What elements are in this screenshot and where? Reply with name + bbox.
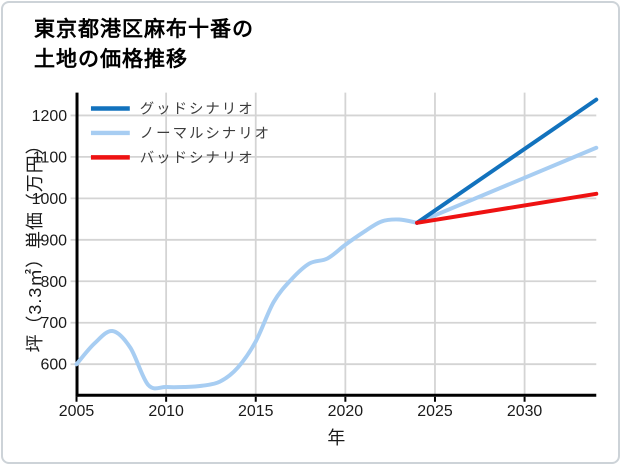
chart-title-line2: 土地の価格推移 [34, 48, 188, 71]
x-tick-label-2020: 2020 [328, 403, 364, 420]
history-line [74, 217, 420, 391]
y-tick-label-700: 700 [40, 315, 67, 332]
y-tick-label-900: 900 [40, 232, 67, 249]
legend-label-good-scenario: グッドシナリオ [140, 101, 255, 118]
series-line-normal-scenario [415, 145, 599, 225]
chart-title: 東京都港区麻布十番の 土地の価格推移 [34, 15, 254, 75]
land-price-chart: 2005 2010 2015 2020 2025 2030 600 700 800 900 1000… [24, 92, 599, 448]
x-tick-label-2010: 2010 [148, 403, 184, 420]
x-tick-label-2030: 2030 [507, 403, 543, 420]
x-tick-label-2015: 2015 [238, 403, 274, 420]
y-tick-label-800: 800 [40, 274, 67, 291]
x-tick-label-2005: 2005 [59, 403, 95, 420]
y-tick-label-1200: 1200 [32, 108, 68, 125]
y-axis-label: 坪（3.3㎡）単価（万円） [24, 136, 45, 353]
y-tick-label-600: 600 [40, 357, 67, 374]
y-tick-label-1000: 1000 [32, 191, 68, 208]
series-line-good-scenario [415, 97, 599, 225]
chart-title-line1: 東京都港区麻布十番の [34, 18, 254, 41]
x-axis-label: 年 [327, 428, 345, 448]
legend-label-bad-scenario: バッドシナリオ [140, 150, 255, 166]
series-line-bad-scenario [415, 191, 599, 225]
legend-label-normal-scenario: ノーマルシナリオ [140, 126, 271, 142]
y-tick-label-1100: 1100 [33, 149, 67, 166]
x-tick-label-2025: 2025 [417, 403, 453, 420]
